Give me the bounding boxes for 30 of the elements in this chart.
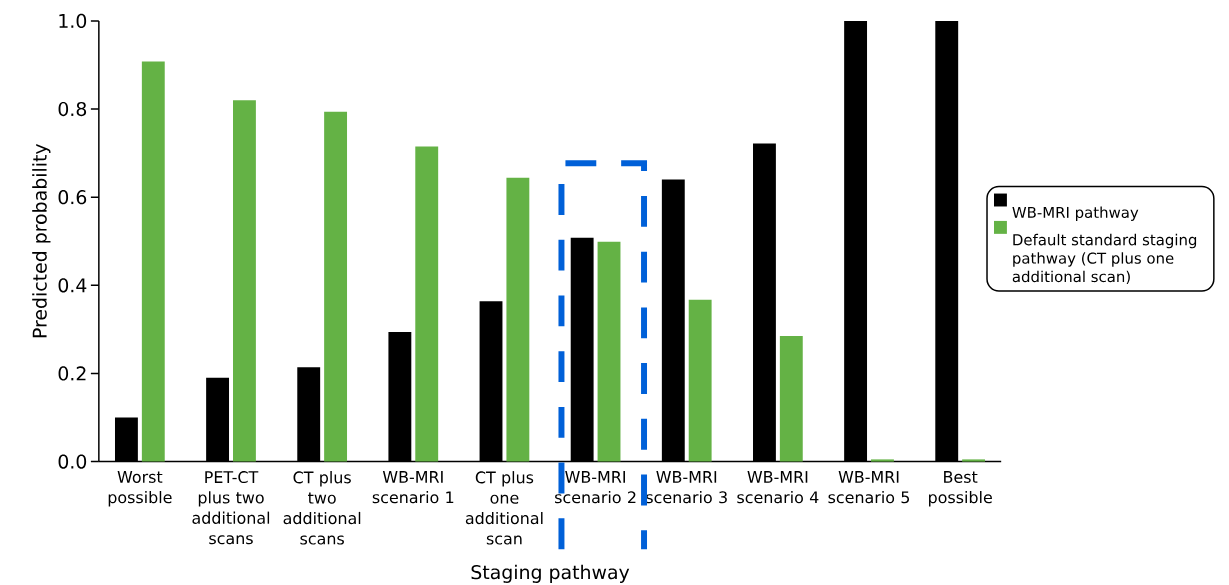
x-tick-label: PET-CT plus two additional scans	[192, 471, 270, 545]
bar	[597, 241, 621, 462]
bar	[141, 61, 165, 462]
bar	[871, 459, 894, 462]
y-tick-label: 0.4	[58, 278, 87, 293]
x-tick-label: WB-MRI scenario 3	[646, 471, 727, 504]
y-axis-title: Predicted probability	[32, 143, 51, 338]
bar	[415, 146, 439, 462]
bar	[688, 299, 712, 462]
x-axis-title: Staging pathway	[471, 564, 630, 583]
y-tick-label: 0.8	[58, 101, 87, 117]
y-tick-label: 0.6	[58, 190, 87, 205]
bar	[506, 177, 530, 462]
legend-label: WB-MRI pathway	[1012, 206, 1139, 221]
x-tick-label: WB-MRI scenario 5	[828, 471, 910, 504]
x-tick-label: Best possible	[929, 471, 992, 507]
x-tick-label: WB-MRI scenario 1	[372, 471, 454, 504]
legend-label: Default standard staging pathway (CT plus one additional scan)	[1012, 233, 1197, 284]
x-tick-label: Worst possible	[108, 471, 172, 507]
bar	[779, 336, 803, 462]
x-tick-label: CT plus two additional scans	[283, 471, 361, 545]
x-tick-label: CT plus one additional scan	[465, 471, 543, 545]
bar	[324, 111, 348, 462]
y-tick-label: 0.2	[58, 366, 86, 381]
bar	[233, 100, 256, 462]
x-tick-label: WB-MRI scenario 4	[737, 471, 819, 504]
y-tick-label: 0.0	[58, 454, 87, 469]
y-tick-label: 1.0	[59, 13, 87, 29]
x-tick-label: WB-MRI scenario 2	[555, 471, 636, 504]
bar	[962, 459, 986, 462]
